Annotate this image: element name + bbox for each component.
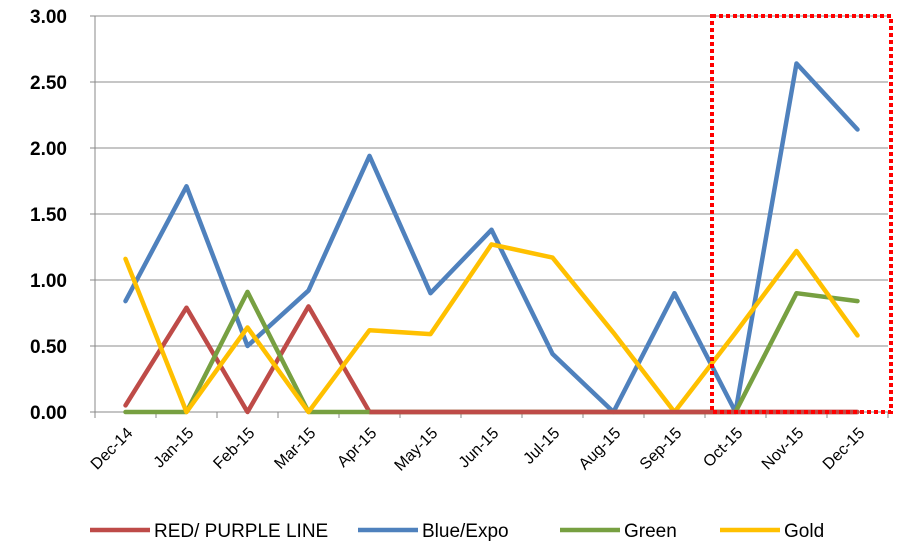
series-line-1 (123, 61, 860, 415)
legend-label-3: Gold (784, 521, 824, 542)
x-tick-label: Dec-14 (88, 425, 137, 474)
y-tick-label: 0.50 (30, 337, 67, 358)
y-tick-label: 1.50 (30, 205, 67, 226)
y-tick-label: 1.00 (30, 271, 67, 292)
highlight-rect (710, 14, 893, 414)
x-tick-label: Apr-15 (334, 425, 380, 471)
x-tick-label: May-15 (392, 425, 442, 475)
series-line-0 (123, 304, 860, 415)
x-tick-label: Dec-15 (820, 425, 869, 474)
highlight-box (710, 14, 893, 414)
x-tick-label: Sep-15 (637, 425, 686, 474)
x-tick-label: Nov-15 (759, 425, 808, 474)
series-line-3 (123, 242, 860, 415)
x-tick-label: Oct-15 (700, 425, 746, 471)
x-tick-label: Jun-15 (456, 425, 503, 472)
y-tick-label: 0.00 (30, 403, 67, 424)
x-tick-label: Jan-15 (151, 425, 198, 472)
x-tick-label: Jul-15 (520, 425, 563, 468)
series-lines (123, 61, 860, 415)
y-tick-label: 2.00 (30, 139, 67, 160)
x-tick-label: Feb-15 (210, 425, 258, 473)
legend: RED/ PURPLE LINE Blue/Expo Green Gold (90, 521, 824, 542)
legend-label-2: Green (624, 521, 677, 542)
y-tick-label: 2.50 (30, 73, 67, 94)
y-axis-ticks: 0.00 0.50 1.00 1.50 2.00 2.50 3.00 (30, 7, 67, 424)
x-tick-label: Mar-15 (271, 425, 319, 473)
y-tick-label: 3.00 (30, 7, 67, 28)
x-tick-label: Aug-15 (576, 425, 625, 474)
x-axis-ticks: Dec-14 Jan-15 Feb-15 Mar-15 Apr-15 May-15 Jun-… (88, 425, 869, 475)
legend-label-1: Blue/Expo (422, 521, 509, 542)
legend-label-0: RED/ PURPLE LINE (154, 521, 328, 542)
